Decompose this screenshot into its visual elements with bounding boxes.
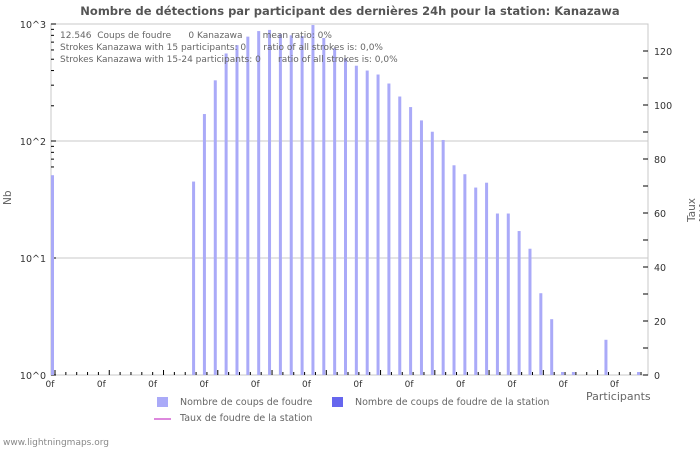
bar — [419, 120, 423, 375]
bar — [192, 181, 196, 375]
x-tick-label: 0f — [251, 380, 261, 390]
bar — [300, 35, 304, 375]
x-tick-label: 0f — [507, 380, 517, 390]
x-tick-label: 0f — [559, 380, 569, 390]
bar — [398, 96, 402, 375]
legend-station-strokes: Nombre de coups de foudre de la station — [355, 397, 550, 408]
x-tick-label: 0f — [46, 380, 56, 390]
bar — [430, 131, 434, 375]
bar — [278, 34, 282, 376]
bar — [224, 53, 228, 375]
bar — [322, 37, 326, 375]
bar — [257, 31, 261, 376]
x-tick-label: 0f — [199, 380, 209, 390]
x-tick-label: 0f — [148, 380, 158, 390]
bar — [452, 165, 456, 375]
bar — [474, 187, 478, 375]
y-axis-label: Nb — [2, 190, 14, 205]
bar — [517, 231, 521, 375]
bar — [268, 29, 272, 376]
bar — [365, 70, 369, 375]
bar — [485, 182, 489, 375]
bar — [51, 175, 54, 375]
x-tick-label: 0f — [353, 380, 363, 390]
bar — [637, 372, 640, 375]
footer-site: www.lightningmaps.org — [3, 438, 109, 448]
info-line-3: Strokes Kanazawa with 15-24 participants… — [60, 55, 398, 65]
bar — [409, 107, 413, 375]
bar — [289, 35, 293, 375]
y2-axis-label: Taux [%] — [686, 198, 700, 222]
x-tick-label: 0f — [97, 380, 107, 390]
y-tick-label: 10^2 — [20, 137, 46, 148]
legend-swatch-station-strokes — [332, 397, 343, 407]
y2-tick-label: 80 — [654, 155, 666, 166]
y2-tick-label: 120 — [654, 47, 672, 58]
bar — [354, 65, 358, 375]
bar — [604, 339, 608, 375]
legend-strokes: Nombre de coups de foudre — [180, 397, 313, 408]
y2-tick-label: 100 — [654, 101, 672, 112]
bar — [506, 213, 510, 375]
bar — [550, 319, 554, 375]
bar — [463, 174, 467, 375]
bar — [376, 74, 380, 376]
bar — [311, 25, 315, 375]
legend-swatch-station-rate — [154, 418, 171, 420]
bar — [441, 139, 445, 375]
legend-station-rate: Taux de foudre de la station — [180, 413, 313, 424]
y2-tick-label: 60 — [654, 209, 666, 220]
y2-tick-label: 0 — [654, 371, 660, 382]
info-line-1: 12.546 Coups de foudre 0 Kanazawa mean r… — [60, 31, 332, 41]
x-tick-label: 0f — [405, 380, 415, 390]
plot-frame — [50, 23, 649, 376]
bar — [333, 48, 337, 376]
x-axis-label: Participants — [586, 390, 651, 403]
y-tick-label: 10^1 — [20, 254, 46, 265]
bar — [235, 45, 239, 375]
y-tick-label: 10^3 — [20, 20, 46, 31]
bar — [246, 36, 250, 375]
bar — [561, 372, 565, 375]
bar — [539, 293, 543, 375]
x-tick-label: 0f — [456, 380, 466, 390]
bar — [495, 213, 499, 375]
x-tick-label: 0f — [302, 380, 312, 390]
info-line-2: Strokes Kanazawa with 15 participants: 0… — [60, 43, 383, 53]
legend-swatch-strokes — [157, 397, 168, 407]
y2-tick-label: 40 — [654, 263, 666, 274]
bar — [202, 114, 206, 375]
bar — [344, 58, 347, 375]
x-tick-label: 0f — [610, 380, 620, 390]
bar — [213, 80, 217, 376]
bar — [571, 372, 575, 375]
bar — [528, 248, 532, 375]
chart-title: Nombre de détections par participant des… — [80, 4, 620, 18]
bar — [387, 83, 391, 375]
y-tick-label: 10^0 — [20, 371, 46, 382]
y2-tick-label: 20 — [654, 317, 666, 328]
